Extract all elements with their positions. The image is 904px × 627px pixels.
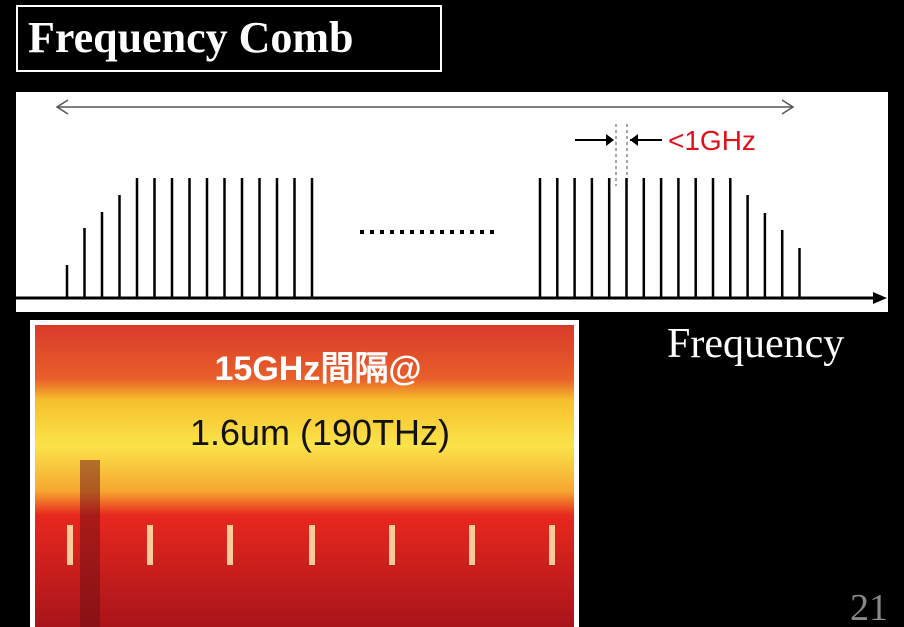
photo-streak — [309, 525, 315, 565]
photo-streak — [67, 525, 73, 565]
photo-caption: 15GHz間隔@ — [215, 350, 422, 388]
photo-streak — [549, 525, 555, 565]
photo-streak — [389, 525, 395, 565]
axis-label: Frequency — [667, 321, 844, 367]
photo-caption: 1.6um (190THz) — [190, 412, 450, 453]
comb-diagram: <1GHz — [16, 92, 888, 312]
spacing-label: <1GHz — [668, 125, 756, 156]
photo-streak — [469, 525, 475, 565]
photo-streak — [227, 525, 233, 565]
photo-shadow — [80, 460, 100, 627]
photo-streak — [147, 525, 153, 565]
diagram-panel — [16, 92, 888, 312]
title: Frequency Comb — [28, 13, 354, 62]
page: Frequency Comb <1GHz Frequency 15GHz間隔@ … — [0, 0, 904, 627]
slide: Frequency Comb <1GHz Frequency 15GHz間隔@ … — [0, 0, 904, 627]
slide-number: 21 — [850, 587, 888, 627]
spectrum-photo: 15GHz間隔@ 1.6um (190THz) — [30, 320, 579, 627]
